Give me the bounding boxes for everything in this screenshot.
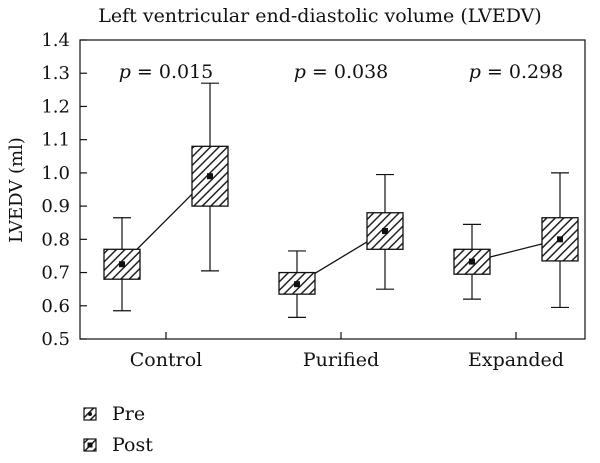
box-pre	[278, 250, 316, 319]
box-pre	[103, 217, 141, 312]
y-tick-label: 0.9	[41, 196, 70, 217]
legend-item-pre: Pre	[83, 403, 145, 425]
x-axis-categories: Control Purified Expanded	[130, 332, 564, 371]
box-post	[541, 172, 579, 309]
y-tick-label: 1.4	[41, 30, 70, 51]
p-value-annotation: p = 0.038	[294, 61, 389, 83]
legend-marker	[87, 442, 93, 448]
legend-label: Post	[112, 434, 153, 456]
median-marker	[207, 173, 213, 180]
legend-item-post: Post	[83, 434, 153, 456]
box-groups: p = 0.015 p = 0.038 p = 0.298	[103, 61, 579, 319]
median-marker	[469, 258, 475, 265]
y-tick-label: 1.2	[41, 96, 70, 117]
median-marker	[557, 236, 563, 243]
legend-label: Pre	[112, 403, 145, 425]
p-value-annotation: p = 0.015	[119, 61, 214, 83]
p-value-text: = 0.038	[306, 61, 388, 83]
box-pre	[453, 223, 491, 300]
group-purified: p = 0.038	[278, 61, 404, 319]
legend-marker	[88, 412, 92, 416]
category-label: Expanded	[468, 349, 564, 371]
group-expanded: p = 0.298	[453, 61, 579, 309]
plot-frame	[79, 39, 586, 340]
legend: Pre Post	[83, 403, 153, 456]
p-symbol: p	[294, 61, 306, 83]
box-post	[191, 82, 229, 272]
p-value-text: = 0.298	[481, 61, 563, 83]
y-axis-label: LVEDV (ml)	[6, 137, 27, 243]
y-axis: 0.5 0.6 0.7 0.8 0.9 1.0 1.1 1.2 1.3 1.4	[41, 30, 87, 350]
y-tick-label: 0.6	[41, 296, 70, 317]
chart-title: Left ventricular end-diastolic volume (L…	[98, 5, 541, 27]
category-label: Control	[130, 349, 202, 371]
median-marker	[382, 228, 388, 235]
y-tick-label: 1.1	[41, 130, 70, 151]
y-tick-label: 0.8	[41, 229, 70, 250]
p-value-text: = 0.015	[131, 61, 213, 83]
median-marker	[294, 281, 300, 288]
box-iqr	[366, 212, 404, 250]
category-label: Purified	[303, 349, 379, 371]
y-tick-label: 1.0	[41, 163, 70, 184]
p-symbol: p	[119, 61, 131, 83]
p-value-annotation: p = 0.298	[469, 61, 564, 83]
median-marker	[119, 261, 125, 268]
y-tick-label: 1.3	[41, 63, 70, 84]
group-control: p = 0.015	[103, 61, 229, 312]
y-tick-label: 0.7	[41, 263, 70, 284]
p-symbol: p	[469, 61, 481, 83]
box-post	[366, 173, 404, 290]
y-tick-label: 0.5	[41, 329, 70, 350]
